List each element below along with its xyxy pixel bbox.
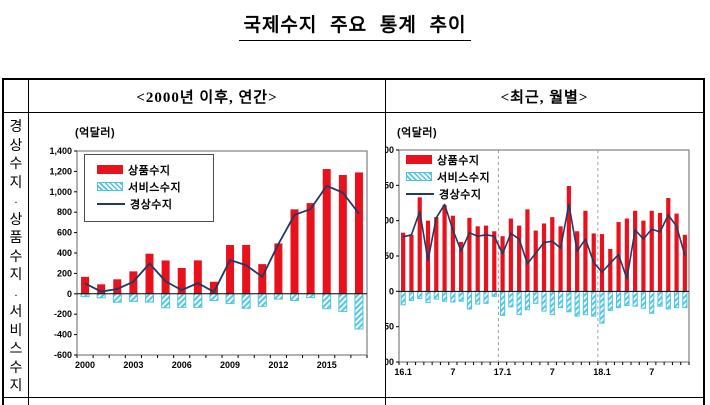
y-tick-label: -200: [54, 309, 72, 319]
services-bars: [400, 290, 688, 324]
legend-label-current: 경상수지: [130, 198, 173, 211]
legend-label-services: 서비스수지: [437, 171, 491, 184]
goods-bars: [81, 169, 363, 294]
annual-chart-cell: 1,400 1,200 1,000 800 600 400 200 0 -200 -400 -600…: [29, 113, 386, 398]
stub-cell: [4, 398, 29, 405]
x-tick-label: 2006: [172, 360, 192, 370]
stub-cell: [29, 398, 386, 405]
services-swatch: [406, 172, 432, 181]
y-tick-label: 200: [386, 145, 394, 155]
current-account-line: [84, 184, 360, 293]
row-label: 경상수지·상품수지·서비스수지 경상수지·상품수지·서비스수지: [4, 113, 29, 398]
legend-row-current: 경상수지: [97, 196, 213, 211]
y-tick-label: 400: [57, 248, 72, 258]
page-title-wrap: 국제수지 주요 통계 추이: [0, 10, 710, 41]
y-tick-label: 0: [389, 286, 394, 296]
y-tick-label: -400: [54, 330, 72, 340]
y-tick-label: 150: [386, 180, 394, 190]
y-tick-label: 1,200: [49, 166, 72, 176]
y-tick-label: 200: [57, 268, 72, 278]
x-tick-label: 7: [450, 367, 455, 377]
goods-swatch: [406, 155, 432, 164]
figure-table: <2000년 이후, 연간> <최근, 월별> 경 상 수 지 · 상 품 수 지 · 서 비 스 수 지 …: [2, 78, 705, 405]
legend-row-services: 서비스수지: [97, 179, 213, 194]
annual-chart-header: <2000년 이후, 연간>: [29, 80, 386, 113]
legend-row-current: 경상수지: [406, 186, 490, 201]
legend-row-services: 서비스수지: [406, 169, 490, 184]
y-tick-label: 1,000: [49, 187, 72, 197]
y-tick-label: -50: [386, 322, 394, 332]
monthly-legend: 상품수지 서비스수지 경상수지: [406, 152, 490, 201]
y-tick-label: 100: [386, 216, 394, 226]
annual-unit-label: (억달러): [75, 127, 116, 139]
y-tick-label: 1,400: [49, 146, 72, 156]
y-tick-label: -100: [386, 357, 394, 367]
goods-swatch: [97, 165, 123, 174]
services-swatch: [97, 182, 123, 191]
x-tick-label: 16.1: [394, 367, 412, 377]
x-tick-label: 7: [550, 367, 555, 377]
legend-row-goods: 상품수지: [97, 162, 213, 177]
x-tick-label: 2012: [268, 360, 288, 370]
legend-row-goods: 상품수지: [406, 152, 490, 167]
y-tick-label: 0: [67, 289, 72, 299]
legend-label-current: 경상수지: [439, 188, 482, 201]
x-tick-label: 2009: [220, 360, 240, 370]
current-account-swatch: [97, 202, 125, 205]
x-tick-label: 2015: [317, 360, 337, 370]
monthly-unit-label: (억달러): [397, 127, 438, 139]
x-tick-label: 2000: [75, 360, 95, 370]
y-tick-label: 600: [57, 228, 72, 238]
monthly-chart-cell: 200 150 100 50 0 -50 -10016.1 7 17.1 7 18.1 7 (억달러)…: [386, 113, 703, 398]
legend-label-goods: 상품수지: [437, 154, 480, 167]
x-tick-label: 7: [649, 367, 654, 377]
annual-chart: 1,4001,2001,0008006004002000-200-400-600…: [49, 146, 368, 370]
y-tick-label: 800: [57, 207, 72, 217]
goods-bars: [401, 186, 687, 292]
x-tick-label: 18.1: [593, 367, 611, 377]
stub-cell: [386, 398, 703, 405]
legend-label-services: 서비스수지: [128, 181, 182, 194]
current-account-line: [402, 203, 686, 280]
page-title: 국제수지 주요 통계 추이: [239, 10, 471, 41]
x-tick-label: 17.1: [494, 367, 512, 377]
current-account-swatch: [406, 192, 434, 195]
corner-cell: [4, 80, 29, 113]
monthly-chart-header: <최근, 월별>: [386, 80, 703, 113]
legend-label-goods: 상품수지: [128, 164, 171, 177]
x-tick-label: 2003: [123, 360, 143, 370]
monthly-chart: 200 150 100 50 0 -50 -10016.1 7 17.1 7 18.1 7: [386, 145, 690, 377]
y-tick-label: -600: [54, 350, 72, 360]
services-bars: [80, 293, 364, 330]
annual-legend: 상품수지 서비스수지 경상수지: [84, 154, 214, 222]
y-tick-label: 50: [386, 251, 394, 261]
